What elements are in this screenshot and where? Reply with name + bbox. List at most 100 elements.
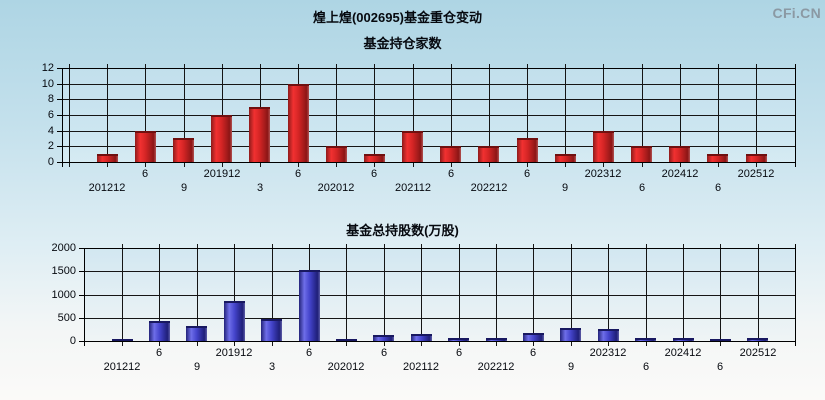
- bar: [593, 131, 614, 162]
- v-gridline: [336, 64, 337, 167]
- v-gridline: [421, 244, 422, 346]
- v-gridline: [459, 244, 460, 346]
- bar: [486, 338, 507, 341]
- x-tick-label: 202012: [317, 182, 355, 194]
- x-tick-label: 202312: [584, 168, 622, 180]
- page-title: 煌上煌(002695)基金重仓变动: [312, 10, 483, 25]
- y-axis-tick: [57, 99, 62, 100]
- bar: [135, 131, 156, 162]
- x-tick-label: 202212: [470, 182, 508, 194]
- bar: [478, 146, 499, 162]
- h-gridline: [84, 318, 795, 319]
- bar: [326, 146, 347, 162]
- v-gridline: [680, 64, 681, 167]
- h-gridline: [84, 295, 795, 296]
- bar: [523, 333, 544, 341]
- x-tick-label: 6: [714, 182, 722, 194]
- v-gridline: [608, 244, 609, 346]
- x-tick-label: 202412: [661, 168, 699, 180]
- y-axis-label: 0: [47, 156, 54, 168]
- bar: [97, 154, 118, 162]
- bar: [669, 146, 690, 162]
- plot-top-border: [62, 68, 796, 69]
- x-tick-label: 9: [567, 361, 575, 373]
- v-gridline: [184, 64, 185, 167]
- v-gridline: [413, 64, 414, 167]
- y-axis-tick: [57, 146, 62, 147]
- h-gridline: [62, 115, 795, 116]
- x-tick-label: 201912: [203, 168, 241, 180]
- bar: [560, 328, 581, 341]
- x-tick-label: 9: [180, 182, 188, 194]
- y-axis-label: 12: [41, 62, 54, 74]
- v-gridline: [197, 244, 198, 346]
- x-tick-label: 9: [561, 182, 569, 194]
- y-axis-label: 0: [69, 335, 76, 347]
- v-gridline: [145, 64, 146, 167]
- bar: [635, 338, 656, 341]
- v-gridline: [642, 64, 643, 167]
- x-tick-label: 6: [716, 361, 724, 373]
- bar: [448, 338, 469, 341]
- x-tick-label: 6: [523, 168, 531, 180]
- x-tick-label: 201912: [215, 347, 253, 359]
- plot-background: [84, 248, 795, 341]
- x-tick-label: 202312: [589, 347, 627, 359]
- h-gridline: [62, 146, 795, 147]
- y-axis-tick: [57, 162, 62, 163]
- bar: [747, 338, 768, 341]
- x-tick-label: 6: [155, 347, 163, 359]
- x-tick-label: 6: [529, 347, 537, 359]
- x-tick-label: 6: [141, 168, 149, 180]
- y-axis-label: 6: [47, 109, 54, 121]
- y-axis-label: 1000: [51, 289, 76, 301]
- y-axis-tick: [57, 115, 62, 116]
- h-gridline: [84, 271, 795, 272]
- y-axis-tick: [57, 131, 62, 132]
- v-gridline: [756, 64, 757, 167]
- x-tick-label: 202412: [664, 347, 702, 359]
- v-gridline: [571, 244, 572, 346]
- v-gridline: [683, 244, 684, 346]
- bar: [261, 319, 282, 341]
- bar: [631, 146, 652, 162]
- bar: [211, 115, 232, 162]
- y-axis-tick: [79, 295, 84, 296]
- plot-right-border: [795, 244, 796, 346]
- v-gridline: [69, 64, 70, 167]
- x-tick-label: 202112: [403, 361, 439, 373]
- y-axis-tick: [57, 68, 62, 69]
- x-tick-label: 202212: [477, 361, 515, 373]
- bar: [373, 335, 394, 341]
- v-gridline: [720, 244, 721, 346]
- plot-right-border: [795, 64, 796, 167]
- x-tick-label: 201212: [88, 182, 126, 194]
- v-gridline: [496, 244, 497, 346]
- y-axis-tick: [57, 84, 62, 85]
- bar: [707, 154, 728, 162]
- bar: [249, 107, 270, 162]
- bar: [149, 321, 170, 341]
- cfi-watermark: CFi.CN: [772, 5, 821, 21]
- x-tick-label: 3: [268, 361, 276, 373]
- v-gridline: [234, 244, 235, 346]
- x-tick-label: 202512: [737, 168, 775, 180]
- v-gridline: [527, 64, 528, 167]
- h-gridline: [62, 84, 795, 85]
- h-gridline: [62, 99, 795, 100]
- plot-top-border: [84, 248, 796, 249]
- bar: [710, 339, 731, 341]
- bar: [402, 131, 423, 162]
- bar: [364, 154, 385, 162]
- v-gridline: [533, 244, 534, 346]
- y-axis-label: 2000: [51, 242, 76, 254]
- y-axis-label: 500: [57, 312, 76, 324]
- v-gridline: [565, 64, 566, 167]
- bar: [440, 146, 461, 162]
- bar: [112, 339, 133, 341]
- x-tick-label: 6: [455, 347, 463, 359]
- y-axis-label: 8: [47, 93, 54, 105]
- bar: [186, 326, 207, 341]
- bar: [299, 270, 320, 341]
- y-axis-tick: [79, 248, 84, 249]
